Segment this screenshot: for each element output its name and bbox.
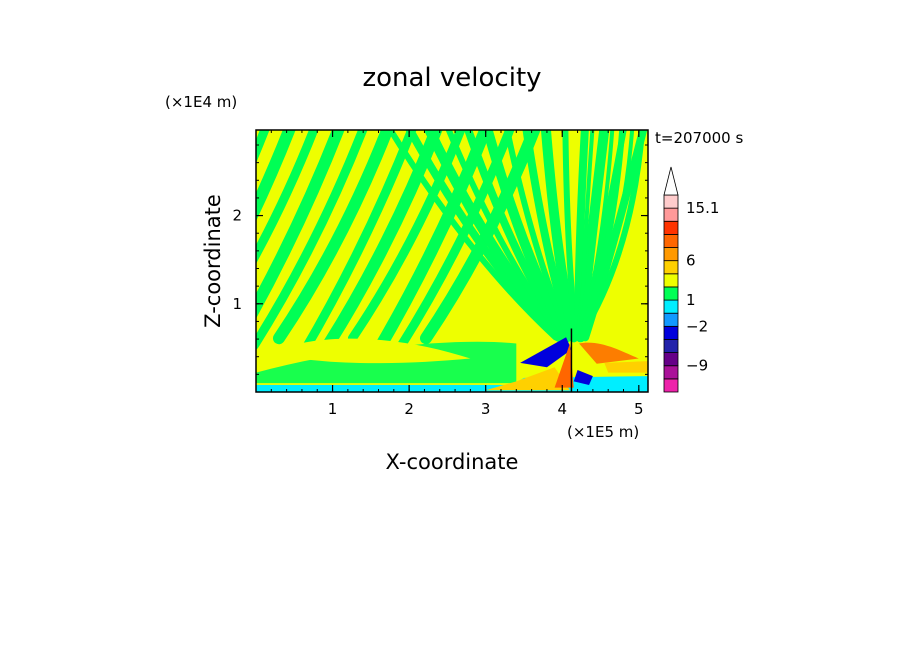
colorbar-level: [663, 247, 679, 262]
y-axis-label: Z-coordinate: [201, 194, 225, 328]
negative-band: [504, 130, 573, 341]
negative-band: [562, 130, 580, 341]
negative-band: [482, 130, 572, 343]
colorbar-level: [663, 207, 679, 222]
negative-band: [578, 130, 646, 338]
plot-frame: [255, 129, 649, 393]
colorbar: 15.1 6 1 −2 −9: [663, 166, 719, 393]
colorbar-level: [663, 260, 679, 275]
negative-band: [272, 130, 394, 345]
hill-positive: [485, 367, 570, 391]
x-scale-label: (×1E5 m): [567, 423, 639, 441]
colorbar-tick-label: 15.1: [686, 199, 719, 217]
strong-negative-lee: [573, 369, 593, 385]
colorbar-level: [663, 312, 679, 327]
colorbar-level: [663, 325, 679, 340]
lee-positive: [604, 361, 648, 373]
strong-positive-core: [554, 343, 574, 388]
colorbar-level: [663, 299, 679, 314]
negative-band: [256, 130, 368, 350]
negative-band: [347, 130, 466, 343]
colorbar-tick-label: 6: [686, 252, 696, 270]
chart-title: zonal velocity: [362, 63, 541, 93]
x-tick-label: 2: [404, 400, 414, 418]
strong-positive-lee: [579, 342, 639, 364]
colorbar-level: [663, 286, 679, 301]
colorbar-level: [663, 220, 679, 235]
x-axis-label: X-coordinate: [386, 450, 519, 474]
colorbar-tick-label: −9: [686, 357, 708, 375]
colorbar-level: [663, 194, 679, 209]
colorbar-tick-label: −2: [686, 317, 708, 335]
y-scale-label: (×1E4 m): [165, 93, 237, 111]
y-tick-label: 2: [232, 207, 242, 225]
low-level-positive: [267, 338, 471, 364]
x-tick-label: 4: [557, 400, 567, 418]
colorbar-level: [663, 339, 679, 354]
colorbar-level: [663, 273, 679, 288]
negative-band: [423, 130, 565, 343]
negative-bands: [256, 130, 648, 359]
colorbar-tick-label: 1: [686, 291, 696, 309]
negative-band: [540, 130, 579, 343]
x-tick-label: 1: [328, 400, 338, 418]
axis-ticks: 1 2 3 4 5 1 2: [232, 130, 648, 418]
negative-band: [578, 130, 606, 338]
time-label: t=207000 s: [655, 129, 743, 147]
negative-band: [256, 130, 296, 222]
colorbar-level: [663, 365, 679, 380]
strong-negative-wedge: [520, 337, 572, 368]
x-tick-label: 5: [634, 400, 644, 418]
negative-band: [578, 130, 626, 338]
negative-band: [256, 130, 319, 264]
velocity-field: [256, 130, 648, 392]
near-surface-layer: [256, 384, 648, 392]
colorbar-max-triangle: [663, 166, 679, 196]
x-tick-label: 3: [481, 400, 491, 418]
negative-band: [256, 130, 345, 319]
y-tick-label: 1: [232, 295, 242, 313]
colorbar-level: [663, 352, 679, 367]
colorbar-level: [663, 378, 679, 393]
colorbar-level: [663, 233, 679, 248]
